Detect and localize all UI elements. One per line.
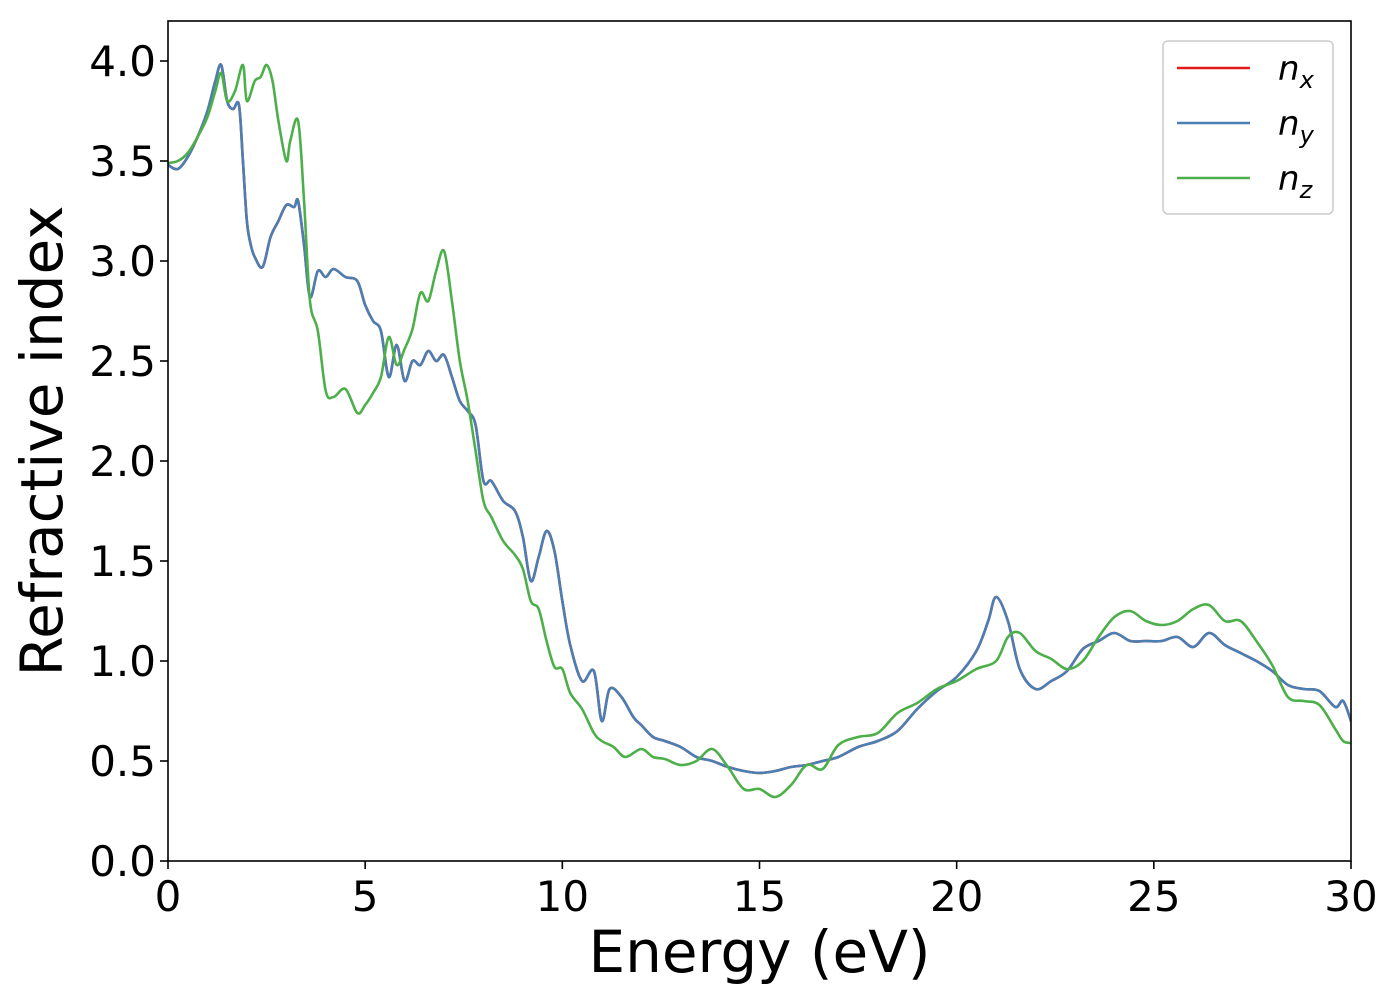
legend-entry: ny [1278,104,1315,149]
y-tick-label: 3.0 [89,237,156,286]
series-layer [168,63,1351,799]
y-tick-label: 3.5 [89,137,156,186]
x-tick-label: 30 [1324,872,1377,921]
x-tick-label: 25 [1127,872,1180,921]
x-tick-label: 15 [733,872,786,921]
series-line-n-y [168,63,1351,775]
x-axis-title: Energy (eV) [588,918,930,986]
x-tick-label: 20 [930,872,983,921]
legend: nx ny nz [1162,40,1334,215]
legend-entry: nx [1278,49,1315,94]
y-tick-label: 1.5 [89,537,156,586]
series-line-n-z [168,63,1351,799]
axis-ticks: 0 5 10 15 20 25 30 0.0 0.5 1.0 1.5 2.0 2.5 3.0 3.5 4.0 [89,37,1378,921]
y-tick-label: 4.0 [89,37,156,86]
legend-box [1162,40,1334,215]
y-tick-label: 2.5 [89,337,156,386]
y-tick-label: 0.0 [89,837,156,886]
y-tick-label: 1.0 [89,637,156,686]
x-tick-label: 10 [536,872,589,921]
y-tick-label: 2.0 [89,437,156,486]
legend-entry: nz [1278,159,1314,204]
y-axis-title: Refractive index [8,205,76,676]
x-tick-label: 5 [352,872,379,921]
y-tick-label: 0.5 [89,737,156,786]
x-tick-label: 0 [155,872,182,921]
